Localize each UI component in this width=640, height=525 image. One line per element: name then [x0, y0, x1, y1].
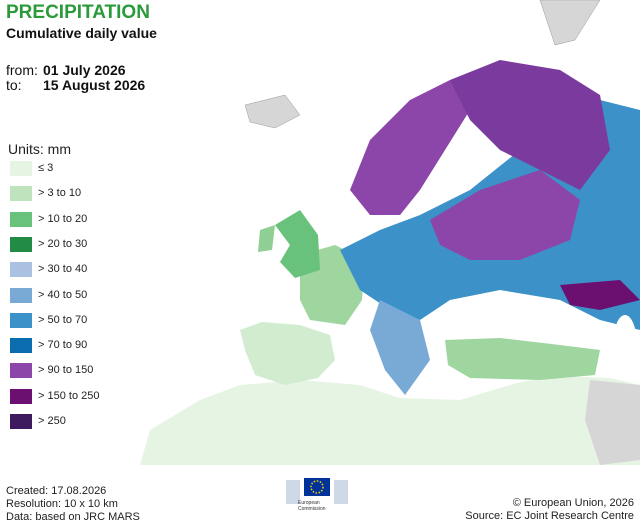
from-label: from:	[6, 62, 38, 78]
to-date: 15 August 2026	[43, 77, 146, 93]
ireland	[258, 225, 275, 252]
north-africa	[140, 376, 640, 465]
legend-swatch	[10, 312, 32, 328]
scandinavia	[350, 80, 470, 215]
legend-label: > 3 to 10	[38, 187, 82, 200]
legend-swatch	[10, 363, 32, 379]
legend-swatch	[10, 236, 32, 252]
legend-label: ≤ 3	[38, 162, 54, 174]
legend-swatch	[10, 287, 32, 303]
resolution: Resolution: 10 x 10 km	[6, 498, 118, 510]
eu-logo	[286, 478, 348, 504]
copyright: © European Union, 2026	[512, 497, 634, 509]
legend-label: > 90 to 150	[38, 364, 94, 377]
eu-flag	[304, 478, 330, 496]
black-sea	[463, 297, 547, 333]
middle-east	[585, 380, 640, 465]
legend-swatch	[10, 338, 32, 354]
title: PRECIPITATION	[6, 2, 150, 23]
legend-swatch	[10, 388, 32, 404]
logo-building	[286, 480, 300, 504]
legend-swatch	[10, 211, 32, 227]
legend-swatch	[10, 414, 32, 429]
logo-building	[334, 480, 348, 504]
legend-title: Units: mm	[8, 141, 71, 157]
legend-label: > 250	[38, 415, 66, 427]
legend-label: > 30 to 40	[38, 263, 88, 276]
legend-label: > 150 to 250	[38, 389, 100, 402]
legend-label: > 20 to 30	[38, 237, 88, 250]
subtitle: Cumulative daily value	[6, 25, 157, 41]
legend-label: > 10 to 20	[38, 212, 88, 225]
legend-label: > 50 to 70	[38, 313, 88, 326]
balkans	[370, 300, 430, 395]
map	[140, 0, 640, 465]
novaya-zemlya	[539, 0, 601, 46]
to-label: to:	[6, 77, 22, 93]
legend-swatch	[10, 161, 32, 176]
caspian-sea	[613, 315, 637, 375]
data-source: Data: based on JRC MARS	[6, 511, 140, 523]
legend-label: > 70 to 90	[38, 339, 88, 352]
logo-text: European Commission	[298, 500, 326, 512]
uk	[275, 210, 320, 278]
eu-stars	[310, 480, 324, 494]
from-date: 01 July 2026	[43, 62, 126, 78]
north-russia	[450, 60, 610, 190]
legend-swatch	[10, 186, 32, 202]
russia-west	[430, 170, 580, 260]
created: Created: 17.08.2026	[6, 485, 107, 497]
iberia	[240, 322, 335, 385]
legend-label: > 40 to 50	[38, 288, 88, 301]
source: Source: EC Joint Research Centre	[465, 510, 634, 522]
turkey	[445, 338, 600, 380]
caucasus	[560, 280, 640, 310]
legend-swatch	[10, 262, 32, 278]
iceland	[244, 94, 301, 129]
